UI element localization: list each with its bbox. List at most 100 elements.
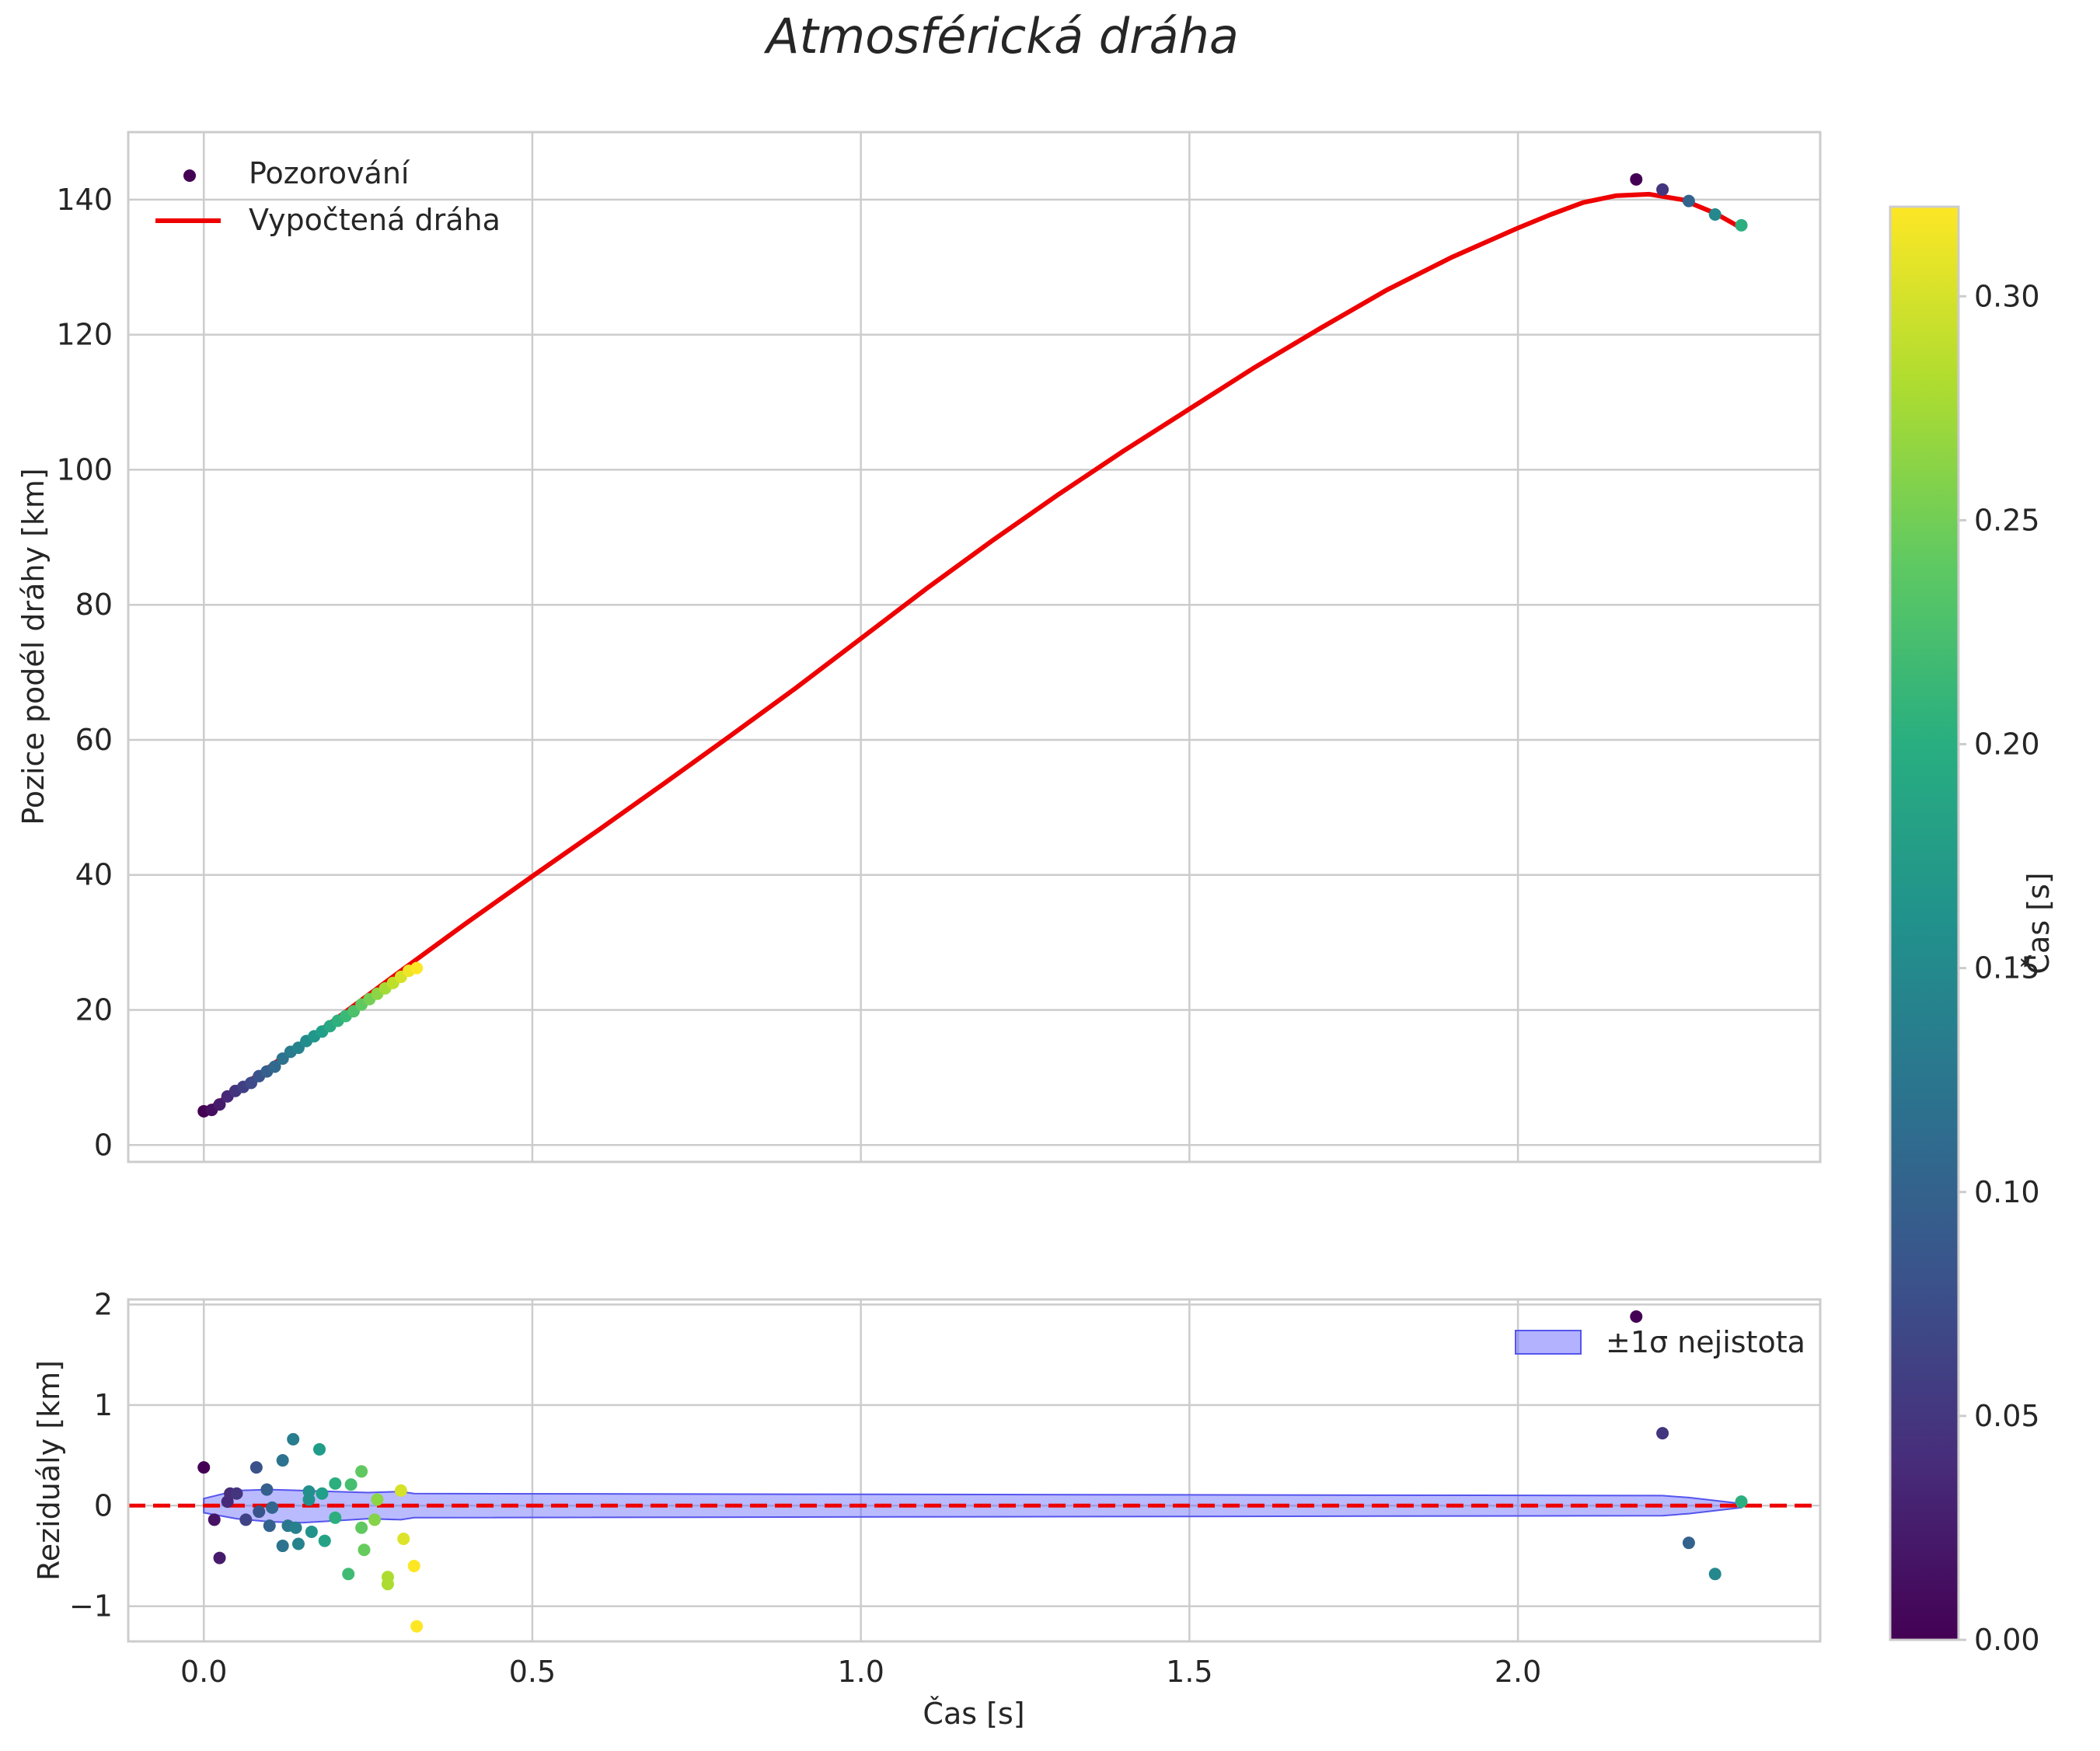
legend-label-fit-line: Vypočtená dráha (249, 203, 501, 237)
x-axis-label: Čas [s] (923, 1697, 1024, 1731)
residual-point (1735, 1495, 1748, 1509)
bottom-plot-frame (127, 1298, 1822, 1643)
legend-marker-uncertainty-band (1515, 1330, 1582, 1355)
top-y-tick-label: 140 (56, 183, 113, 217)
residual-point (358, 1543, 371, 1557)
x-tick-label: 0.5 (509, 1655, 556, 1689)
residual-point (289, 1521, 302, 1534)
observation-point (410, 961, 424, 975)
bottom-y-tick-label: 2 (94, 1287, 113, 1321)
bottom-y-tick-label: 1 (94, 1388, 113, 1422)
chart-title: Atmosférická dráha (763, 8, 1239, 65)
observation-point (1656, 183, 1669, 196)
colorbar-frame (1889, 205, 1960, 1641)
residual-point (371, 1493, 384, 1506)
residual-point (260, 1483, 274, 1496)
bottom-legend: ±1σ nejistota (1515, 1325, 1805, 1359)
top-y-tick-label: 40 (75, 858, 113, 892)
observation-point (1682, 194, 1695, 208)
top-y-tick-label: 60 (75, 723, 113, 757)
colorbar-tick-label: 0.05 (1974, 1399, 2040, 1433)
bottom-y-axis-label: Reziduály [km] (32, 1360, 66, 1581)
residual-point (329, 1511, 342, 1524)
residual-point (355, 1465, 368, 1478)
fit-line (202, 191, 1742, 1115)
residual-point (302, 1493, 316, 1506)
colorbar-label: Čas [s] (2022, 872, 2056, 974)
x-tick-label: 1.0 (837, 1655, 884, 1689)
residual-point (355, 1521, 368, 1534)
residual-point (410, 1620, 424, 1633)
bottom-panel: −1 0 1 2 0.0 0.5 1.0 1.5 2.0 Reziduály [km] Čas… (32, 1287, 1822, 1731)
top-y-tick-label: 120 (56, 318, 113, 352)
residual-point (305, 1525, 318, 1538)
residual-point (1630, 1310, 1643, 1323)
bottom-y-tick-label: 0 (94, 1488, 113, 1523)
observation-point (1708, 208, 1722, 221)
residual-point (316, 1487, 329, 1500)
residual-point (313, 1442, 326, 1456)
residual-point (253, 1505, 266, 1519)
colorbar-tick-label: 0.25 (1974, 503, 2040, 537)
residual-point (276, 1540, 289, 1553)
residual-point (208, 1513, 221, 1526)
top-y-tick-label: 100 (56, 452, 113, 487)
residual-point (1708, 1568, 1722, 1581)
colorbar-tick-label: 0.20 (1974, 727, 2040, 762)
residual-points-layer (197, 1310, 1748, 1633)
colorbar-tick-label: 0.30 (1974, 279, 2040, 313)
top-y-tick-label: 80 (75, 588, 113, 622)
top-y-axis-label: Pozice podél dráhy [km] (16, 468, 51, 825)
colorbar-tick-label: 0.15 (1974, 951, 2040, 985)
legend-label-observations: Pozorování (249, 156, 410, 190)
residual-point (249, 1461, 263, 1474)
observation-point (213, 1098, 226, 1111)
residual-point (1656, 1427, 1669, 1440)
x-tick-label: 2.0 (1495, 1655, 1541, 1689)
residual-point (329, 1477, 342, 1490)
top-legend: Pozorování Vypočtená dráha (155, 156, 501, 237)
x-tick-label: 0.0 (180, 1655, 227, 1689)
colorbar: 0.00 0.05 0.10 0.15 0.20 0.25 0.30 Čas [s] (1889, 205, 2056, 1657)
residual-point (381, 1578, 394, 1591)
legend-label-uncertainty-band: ±1σ nejistota (1606, 1325, 1805, 1359)
residual-point (213, 1551, 226, 1564)
residual-point (344, 1478, 358, 1491)
residual-point (239, 1513, 253, 1526)
residual-point (342, 1568, 355, 1581)
top-points-layer (197, 173, 1748, 1118)
residual-point (266, 1501, 279, 1514)
colorbar-tick-label: 0.10 (1974, 1175, 2040, 1209)
top-y-ticks: 0 20 40 60 80 100 120 140 (56, 183, 113, 1162)
residual-point (397, 1533, 410, 1545)
top-panel: 0 20 40 60 80 100 120 140 Pozice podél dráhy [k… (16, 131, 1822, 1163)
residual-point (276, 1454, 289, 1467)
residual-point (394, 1484, 407, 1497)
colorbar-gradient (1890, 207, 1959, 1640)
residual-point (318, 1534, 331, 1547)
residual-point (230, 1487, 243, 1500)
residual-point (291, 1537, 305, 1550)
colorbar-ticks: 0.00 0.05 0.10 0.15 0.20 0.25 0.30 (1959, 279, 2040, 1657)
bottom-y-tick-label: −1 (69, 1589, 113, 1624)
top-y-tick-label: 20 (75, 993, 113, 1027)
residual-point (1682, 1536, 1695, 1550)
residual-point (197, 1461, 211, 1474)
residual-point (287, 1432, 300, 1446)
bottom-y-ticks: −1 0 1 2 (69, 1287, 113, 1623)
observation-point (268, 1060, 281, 1073)
residual-point (407, 1559, 420, 1572)
residual-point (263, 1519, 276, 1533)
top-grid (128, 132, 1820, 1162)
residual-point (368, 1513, 382, 1526)
observation-point (1630, 173, 1643, 186)
legend-marker-observations (183, 169, 196, 182)
top-fit-line-layer (202, 191, 1742, 1115)
bottom-x-ticks: 0.0 0.5 1.0 1.5 2.0 (180, 1655, 1541, 1689)
colorbar-tick-label: 0.00 (1974, 1623, 2040, 1657)
observation-point (1735, 218, 1748, 232)
top-y-tick-label: 0 (94, 1128, 113, 1162)
x-tick-label: 1.5 (1166, 1655, 1212, 1689)
top-plot-frame (127, 131, 1822, 1163)
